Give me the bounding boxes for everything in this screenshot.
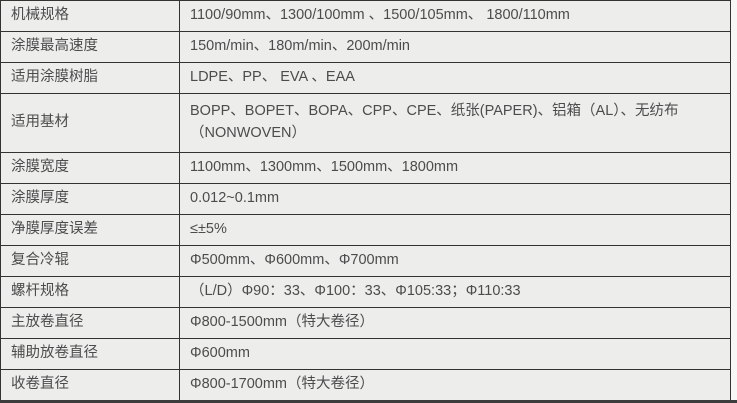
spec-value-cell: 0.012~0.1mm [179,183,731,215]
spec-value-cell: （L/D）Φ90：33、Φ100：33、Φ105:33；Φ110:33 [179,276,731,308]
table-row: 适用基材 BOPP、BOPET、BOPA、CPP、CPE、纸张(PAPER)、铝… [0,93,731,153]
table-row: 复合冷辊 Φ500mm、Φ600mm、Φ700mm [0,245,731,277]
spec-label-cell: 涂膜最高速度 [0,31,180,63]
table-row: 涂膜厚度 0.012~0.1mm [0,183,731,215]
spec-label-cell: 适用涂膜树脂 [0,62,180,94]
spec-value-cell: Φ600mm [179,338,731,370]
spec-label-cell: 机械规格 [0,0,180,32]
table-row: 辅助放卷直径 Φ600mm [0,338,731,370]
spec-label-cell: 涂膜宽度 [0,152,180,184]
table-row: 螺杆规格 （L/D）Φ90：33、Φ100：33、Φ105:33；Φ110:33 [0,276,731,308]
spec-value-cell: Φ800-1500mm（特大卷径） [179,307,731,339]
spec-value-cell: Φ800-1700mm（特大卷径） [179,369,731,401]
table-row: 主放卷直径 Φ800-1500mm（特大卷径） [0,307,731,339]
spec-label-cell: 净膜厚度误差 [0,214,180,246]
spec-label-cell: 涂膜厚度 [0,183,180,215]
spec-label-cell: 辅助放卷直径 [0,338,180,370]
table-row: 净膜厚度误差 ≤±5% [0,214,731,246]
table-row: 涂膜最高速度 150m/min、180m/min、200m/min [0,31,731,63]
table-row: 适用涂膜树脂 LDPE、PP、 EVA 、EAA [0,62,731,94]
table-row: 收卷直径 Φ800-1700mm（特大卷径） [0,369,731,401]
table-row: 机械规格 1100/90mm、1300/100mm 、1500/105mm、 1… [0,0,731,32]
spec-value-cell: 1100mm、1300mm、1500mm、1800mm [179,152,731,184]
spec-label-cell: 螺杆规格 [0,276,180,308]
spec-label-cell: 主放卷直径 [0,307,180,339]
spec-value-cell: Φ500mm、Φ600mm、Φ700mm [179,245,731,277]
spec-label-cell: 收卷直径 [0,369,180,401]
table-bottom-edge [0,400,737,403]
spec-value-cell: ≤±5% [179,214,731,246]
spec-label-cell: 适用基材 [0,93,180,153]
spec-value-cell: 1100/90mm、1300/100mm 、1500/105mm、 1800/1… [179,0,731,32]
spec-value-cell: BOPP、BOPET、BOPA、CPP、CPE、纸张(PAPER)、铝箱（AL）… [179,93,731,153]
spec-label-cell: 复合冷辊 [0,245,180,277]
spec-value-cell: LDPE、PP、 EVA 、EAA [179,62,731,94]
table-row: 涂膜宽度 1100mm、1300mm、1500mm、1800mm [0,152,731,184]
spec-value-cell: 150m/min、180m/min、200m/min [179,31,731,63]
